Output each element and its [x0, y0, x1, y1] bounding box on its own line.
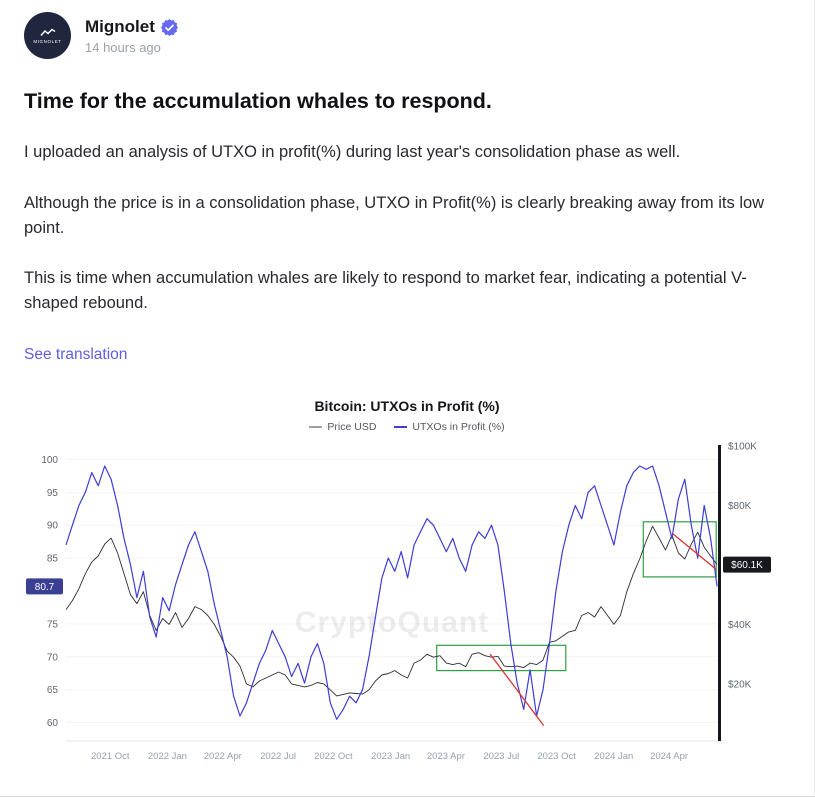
post-body: I uploaded an analysis of UTXO in profit…: [24, 140, 790, 316]
svg-text:2024 Jan: 2024 Jan: [594, 751, 633, 762]
legend-label: UTXOs in Profit (%): [412, 420, 505, 433]
svg-text:70: 70: [47, 652, 59, 663]
post-header: MIGNOLET Mignolet 14 hours ago: [24, 12, 790, 59]
legend-swatch-icon: [309, 425, 323, 428]
svg-text:2022 Jan: 2022 Jan: [148, 751, 187, 762]
svg-text:60: 60: [47, 718, 59, 729]
svg-text:85: 85: [47, 553, 59, 564]
avatar[interactable]: MIGNOLET: [24, 12, 71, 59]
svg-text:100: 100: [41, 455, 58, 466]
svg-text:2023 Jul: 2023 Jul: [483, 751, 519, 762]
svg-text:75: 75: [47, 619, 59, 630]
svg-text:$100K: $100K: [728, 441, 757, 452]
legend-item[interactable]: Price USD: [309, 421, 376, 433]
author-name[interactable]: Mignolet: [85, 16, 155, 36]
svg-text:$40K: $40K: [728, 620, 752, 631]
svg-text:2023 Oct: 2023 Oct: [537, 751, 576, 762]
chart-block: Bitcoin: UTXOs in Profit (%) Price USD UT…: [24, 398, 790, 776]
chart-legend: Price USD UTXOs in Profit (%): [24, 421, 790, 433]
post-paragraph: I uploaded an analysis of UTXO in profit…: [24, 143, 681, 161]
svg-text:2023 Jan: 2023 Jan: [371, 751, 410, 762]
svg-text:2024 Apr: 2024 Apr: [650, 751, 688, 762]
svg-text:$80K: $80K: [728, 501, 752, 512]
svg-text:$60.1K: $60.1K: [731, 560, 763, 571]
legend-swatch-icon: [394, 425, 408, 428]
chart-canvas: CryptoQuant 100 95 90 85 75 70 65 60 $100K $80K $40…: [24, 437, 790, 776]
verified-badge-icon: [160, 18, 178, 36]
post-timestamp: 14 hours ago: [85, 39, 161, 55]
post-title: Time for the accumulation whales to resp…: [24, 89, 492, 113]
svg-text:2023 Apr: 2023 Apr: [427, 751, 465, 762]
svg-text:$20K: $20K: [728, 679, 752, 690]
svg-text:80.7: 80.7: [35, 582, 55, 593]
author-block: Mignolet 14 hours ago: [85, 17, 178, 55]
svg-text:65: 65: [47, 685, 59, 696]
chart-title: Bitcoin: UTXOs in Profit (%): [314, 397, 500, 414]
svg-text:2021 Oct: 2021 Oct: [91, 751, 130, 762]
svg-text:2022 Apr: 2022 Apr: [204, 751, 242, 762]
legend-item[interactable]: UTXOs in Profit (%): [394, 420, 505, 433]
post-paragraph: Although the price is in a consolidation…: [24, 193, 765, 237]
legend-label: Price USD: [327, 420, 377, 433]
svg-text:2022 Oct: 2022 Oct: [314, 751, 353, 762]
svg-text:95: 95: [47, 488, 59, 499]
post-paragraph: This is time when accumulation whales ar…: [24, 269, 747, 312]
avatar-label: MIGNOLET: [33, 38, 62, 44]
avatar-chart-icon: [39, 28, 55, 36]
svg-text:90: 90: [47, 520, 59, 531]
see-translation-link[interactable]: See translation: [24, 345, 128, 363]
svg-text:CryptoQuant: CryptoQuant: [295, 606, 489, 639]
svg-text:2022 Jul: 2022 Jul: [260, 751, 296, 762]
